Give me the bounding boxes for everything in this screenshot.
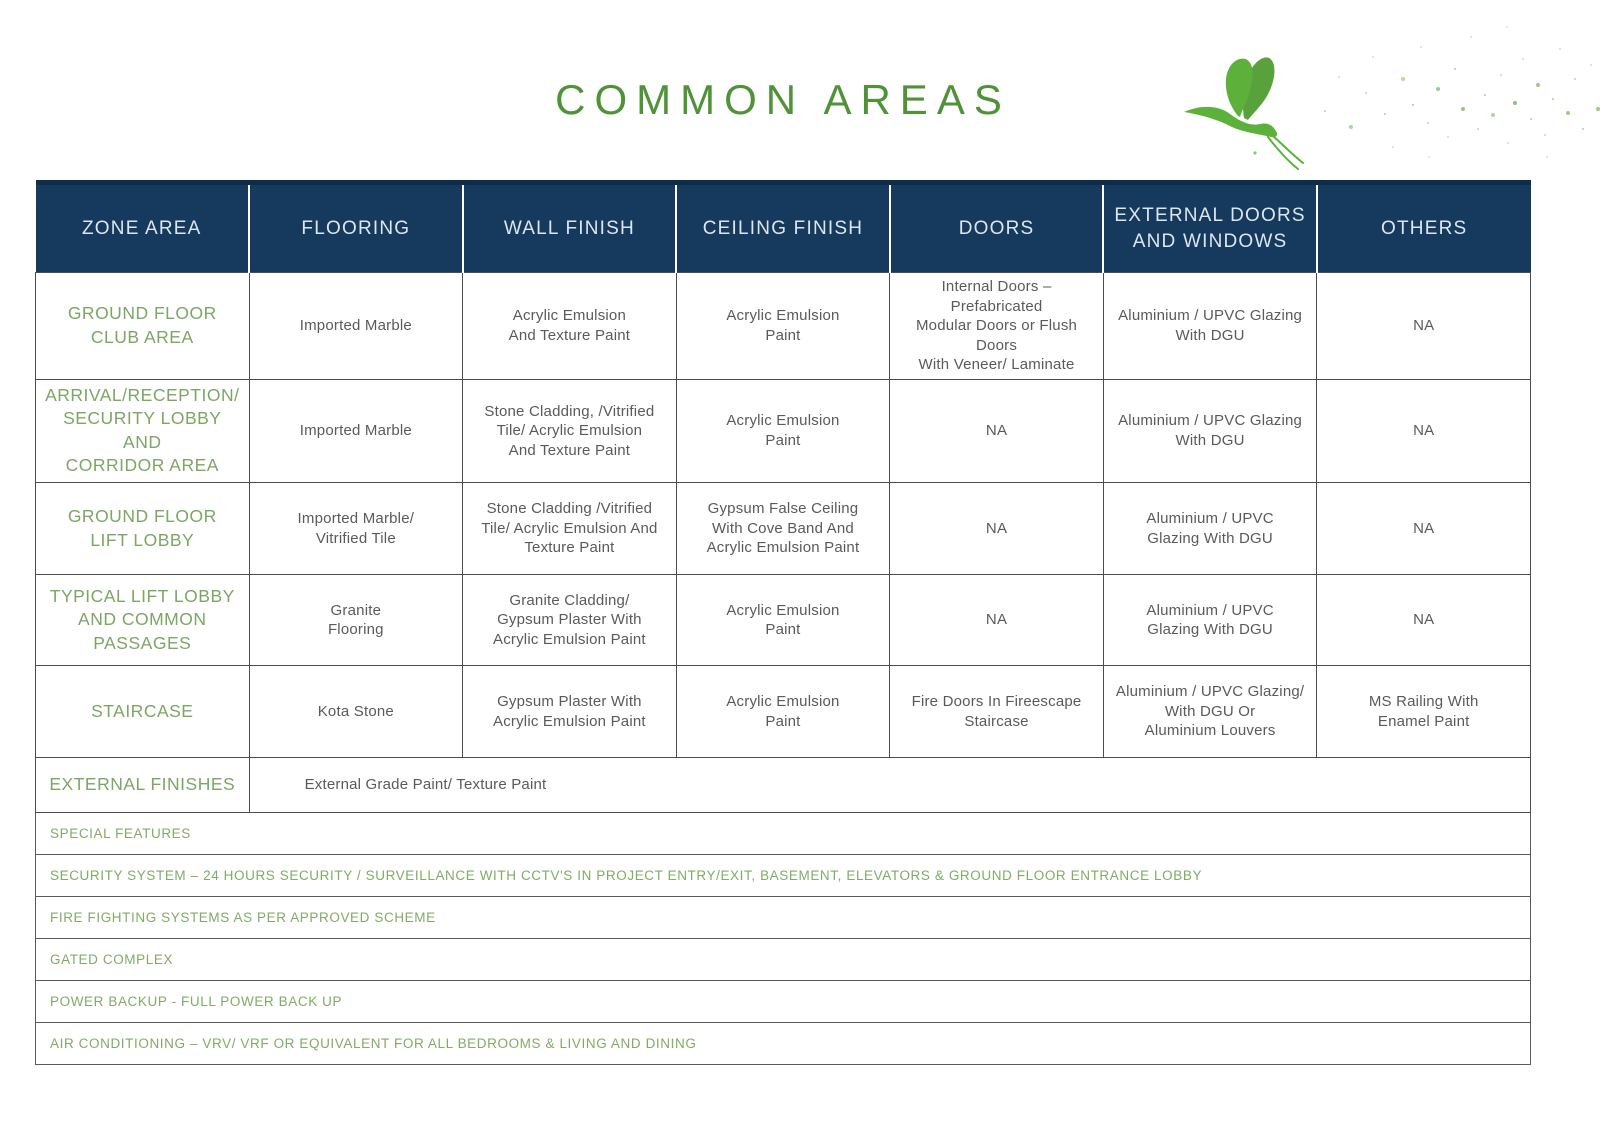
feature-row-air-conditioning: AIR CONDITIONING – VRV/ VRF OR EQUIVALEN… — [35, 1022, 1531, 1065]
feature-row-gated-complex: GATED COMPLEX — [35, 938, 1531, 981]
zone-label: EXTERNAL FINISHES — [35, 757, 250, 813]
cell-wall-finish: Stone Cladding /Vitrified Tile/ Acrylic … — [462, 482, 677, 575]
cell-ceiling-finish: Acrylic Emulsion Paint — [675, 665, 891, 758]
zone-label: GROUND FLOOR CLUB AREA — [35, 272, 250, 380]
cell-ceiling-finish: Acrylic Emulsion Paint — [675, 574, 891, 666]
page-title: COMMON AREAS — [555, 76, 1011, 123]
cell-external-doors-windows: Aluminium / UPVC Glazing With DGU — [1102, 574, 1318, 666]
table-row-typical-lift-lobby: TYPICAL LIFT LOBBY AND COMMON PASSAGES G… — [35, 574, 1531, 666]
cell-doors: Fire Doors In Fireescape Staircase — [889, 665, 1104, 758]
column-header-ceiling-finish: CEILING FINISH — [675, 180, 891, 273]
cell-doors: NA — [889, 574, 1104, 666]
cell-others: MS Railing With Enamel Paint — [1316, 665, 1531, 758]
feature-row-fire-fighting: FIRE FIGHTING SYSTEMS AS PER APPROVED SC… — [35, 896, 1531, 939]
zone-label: STAIRCASE — [35, 665, 250, 758]
table-row-staircase: STAIRCASE Kota Stone Gypsum Plaster With… — [35, 665, 1531, 758]
cell-doors: NA — [889, 378, 1104, 483]
cell-others: NA — [1316, 482, 1531, 575]
cell-others: NA — [1316, 378, 1531, 483]
cell-ceiling-finish: Acrylic Emulsion Paint — [675, 272, 891, 380]
table-row-arrival-reception: ARRIVAL/RECEPTION/ SECURITY LOBBY AND CO… — [35, 378, 1531, 483]
cell-external-doors-windows: Aluminium / UPVC Glazing With DGU — [1102, 482, 1318, 575]
cell-flooring: Granite Flooring — [248, 574, 464, 666]
zone-label: ARRIVAL/RECEPTION/ SECURITY LOBBY AND CO… — [35, 378, 250, 483]
feature-text: AIR CONDITIONING – VRV/ VRF OR EQUIVALEN… — [35, 1022, 1531, 1065]
feature-text: FIRE FIGHTING SYSTEMS AS PER APPROVED SC… — [35, 896, 1531, 939]
cell-others: NA — [1316, 574, 1531, 666]
cell-flooring: Imported Marble — [248, 378, 464, 483]
cell-ceiling-finish: Acrylic Emulsion Paint — [675, 378, 891, 483]
feature-row-special-features: SPECIAL FEATURES — [35, 812, 1531, 855]
column-header-external-doors-windows: EXTERNAL DOORS AND WINDOWS — [1102, 180, 1318, 273]
cell-doors: Internal Doors – Prefabricated Modular D… — [889, 272, 1104, 380]
cell-external-doors-windows: Aluminium / UPVC Glazing With DGU — [1102, 272, 1318, 380]
cell-wall-finish: Stone Cladding, /Vitrified Tile/ Acrylic… — [462, 378, 677, 483]
cell-wall-finish: Granite Cladding/ Gypsum Plaster With Ac… — [462, 574, 677, 666]
feature-row-security-system: SECURITY SYSTEM – 24 HOURS SECURITY / SU… — [35, 854, 1531, 897]
feature-row-power-backup: POWER BACKUP - FULL POWER BACK UP — [35, 980, 1531, 1023]
feature-text: SPECIAL FEATURES — [35, 812, 1531, 855]
cell-flooring: Imported Marble/ Vitrified Tile — [248, 482, 464, 575]
cell-external-doors-windows: Aluminium / UPVC Glazing With DGU — [1102, 378, 1318, 483]
header-row: ZONE AREA FLOORING WALL FINISH CEILING F… — [35, 180, 1531, 273]
cell-flooring: Kota Stone — [248, 665, 464, 758]
table-row-external-finishes: EXTERNAL FINISHES External Grade Paint/ … — [35, 757, 1532, 813]
cell-ceiling-finish: Gypsum False Ceiling With Cove Band And … — [675, 482, 891, 575]
cell-external-doors-windows: Aluminium / UPVC Glazing/ With DGU Or Al… — [1102, 665, 1318, 758]
feature-text: SECURITY SYSTEM – 24 HOURS SECURITY / SU… — [35, 854, 1531, 897]
column-header-others: OTHERS — [1315, 180, 1531, 273]
table-row-ground-floor-club-area: GROUND FLOOR CLUB AREA Imported Marble A… — [35, 272, 1531, 380]
feature-text: GATED COMPLEX — [35, 938, 1531, 981]
flying-bird-icon — [1184, 57, 1304, 170]
cell-wall-finish: Gypsum Plaster With Acrylic Emulsion Pai… — [462, 665, 677, 758]
cell-external-finishes-value: External Grade Paint/ Texture Paint — [248, 757, 1532, 813]
scatter-dots-decoration — [1310, 18, 1312, 20]
cell-doors: NA — [889, 482, 1104, 575]
column-header-flooring: FLOORING — [248, 180, 464, 273]
zone-label: TYPICAL LIFT LOBBY AND COMMON PASSAGES — [35, 574, 250, 666]
column-header-wall-finish: WALL FINISH — [461, 180, 678, 273]
column-header-doors: DOORS — [888, 180, 1105, 273]
cell-flooring: Imported Marble — [248, 272, 464, 380]
cell-others: NA — [1316, 272, 1531, 380]
feature-text: POWER BACKUP - FULL POWER BACK UP — [35, 980, 1531, 1023]
column-header-zone-area: ZONE AREA — [35, 180, 251, 273]
zone-label: GROUND FLOOR LIFT LOBBY — [35, 482, 250, 575]
brand-logo — [1182, 10, 1572, 175]
common-areas-spec-table: ZONE AREA FLOORING WALL FINISH CEILING F… — [35, 180, 1532, 1065]
cell-wall-finish: Acrylic Emulsion And Texture Paint — [462, 272, 677, 380]
table-row-ground-floor-lift-lobby: GROUND FLOOR LIFT LOBBY Imported Marble/… — [35, 482, 1531, 575]
